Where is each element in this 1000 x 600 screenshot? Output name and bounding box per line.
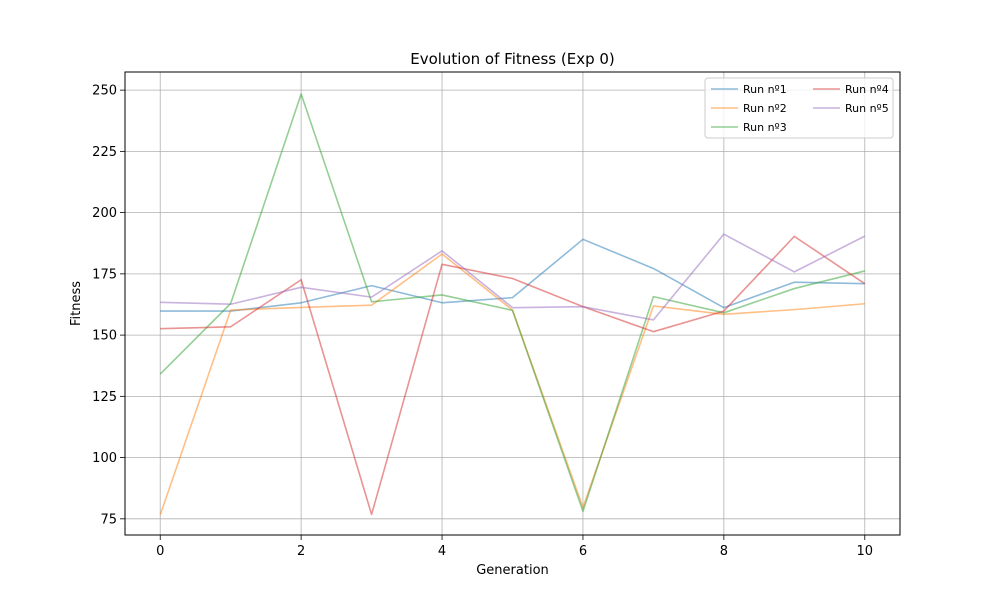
- x-tick-label: 4: [438, 544, 446, 559]
- y-tick-label: 150: [92, 329, 117, 344]
- x-tick-label: 8: [720, 544, 728, 559]
- legend-label-run-1: Run nº1: [743, 83, 787, 96]
- y-tick-label: 175: [92, 267, 117, 282]
- x-axis: 0 2 4 6 8 10: [156, 535, 873, 559]
- series-line-run-1: [160, 238, 865, 312]
- chart-title: Evolution of Fitness (Exp 0): [410, 50, 615, 68]
- y-tick-label: 250: [92, 84, 117, 99]
- x-tick-label: 6: [579, 544, 587, 559]
- y-tick-label: 75: [100, 512, 117, 527]
- series-lines: [159, 93, 866, 516]
- series-line-run-4: [160, 235, 866, 516]
- y-axis: 75 100 125 150 175 200 225 250: [92, 84, 125, 527]
- x-axis-label: Generation: [476, 563, 549, 578]
- y-tick-label: 100: [92, 451, 117, 466]
- y-tick-label: 225: [92, 145, 117, 160]
- x-tick-label: 0: [156, 544, 164, 559]
- legend-label-run-4: Run nº4: [845, 83, 889, 96]
- x-tick-label: 2: [297, 544, 305, 559]
- y-axis-label: Fitness: [69, 281, 84, 326]
- y-tick-label: 125: [92, 390, 117, 405]
- legend-label-run-2: Run nº2: [743, 102, 787, 115]
- x-tick-label: 10: [856, 544, 873, 559]
- plot-frame: [124, 71, 901, 536]
- legend: Run nº1 Run nº2 Run nº3 Run nº4 Run nº5: [704, 77, 894, 139]
- series-line-run-3: [159, 93, 865, 513]
- legend-box: [704, 77, 894, 139]
- legend-label-run-3: Run nº3: [743, 121, 787, 134]
- y-tick-label: 200: [92, 206, 117, 221]
- legend-label-run-5: Run nº5: [845, 102, 889, 115]
- series-line-run-5: [160, 233, 866, 321]
